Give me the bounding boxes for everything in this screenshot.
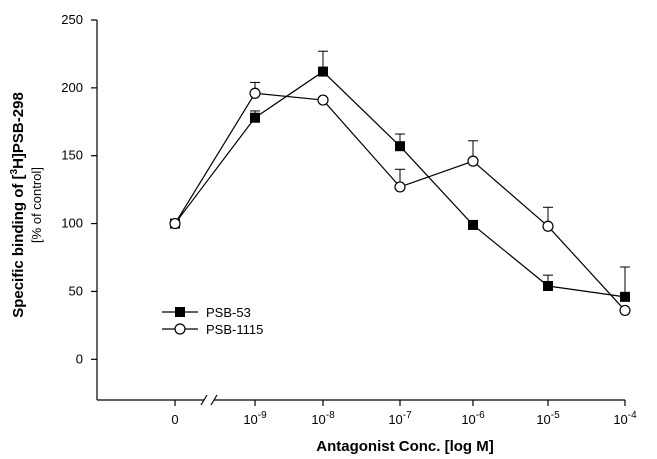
- legend-label-psb-1115: PSB-1115: [206, 322, 263, 337]
- y-tick-label: 150: [61, 148, 83, 163]
- data-point: [317, 94, 329, 106]
- y-axis-units: [% of control]: [29, 167, 44, 243]
- data-point: [467, 155, 479, 167]
- y-tick-label: 100: [61, 216, 83, 231]
- data-point: [619, 304, 631, 317]
- series-psb-1115: [169, 81, 631, 317]
- data-point: [318, 66, 328, 77]
- legend-marker-psb-53: [175, 307, 185, 317]
- x-axis-break-mark: [200, 394, 218, 406]
- x-axis-title: Antagonist Conc. [log M]: [316, 438, 493, 455]
- data-point: [250, 112, 260, 123]
- series-psb-53: [170, 50, 630, 302]
- legend: PSB-53 PSB-1115: [162, 305, 263, 337]
- x-tick-label: 10-4: [613, 410, 637, 427]
- data-point: [620, 291, 630, 302]
- x-tick-label: 10-8: [311, 410, 335, 427]
- x-tick-label: 10-5: [536, 410, 560, 427]
- x-tick-label: 10-9: [243, 410, 267, 427]
- series-layer: [169, 50, 631, 317]
- data-point: [169, 217, 181, 230]
- x-axis-ticks: 0 10-9 10-8 10-7 10-6 10-5 10-4: [171, 400, 637, 427]
- legend-label-psb-53: PSB-53: [206, 305, 251, 320]
- y-tick-label: 250: [61, 12, 83, 27]
- data-point: [542, 220, 554, 232]
- y-tick-label: 0: [76, 351, 83, 366]
- y-tick-label: 200: [61, 80, 83, 95]
- data-point: [543, 281, 553, 291]
- x-tick-label: 0: [171, 412, 178, 427]
- y-tick-label: 50: [69, 283, 83, 298]
- y-axis-ticks: 0 50 100 150 200 250: [61, 12, 97, 366]
- data-point: [249, 87, 261, 99]
- data-point: [468, 219, 478, 230]
- series-line-psb-1115: [174, 92, 626, 311]
- x-tick-label: 10-6: [461, 410, 485, 427]
- data-point: [394, 181, 406, 193]
- legend-marker-psb-1115: [174, 323, 186, 335]
- y-axis-title: Specific binding of [3H]PSB-298: [9, 92, 27, 318]
- data-point: [395, 141, 405, 152]
- x-tick-label: 10-7: [388, 410, 412, 427]
